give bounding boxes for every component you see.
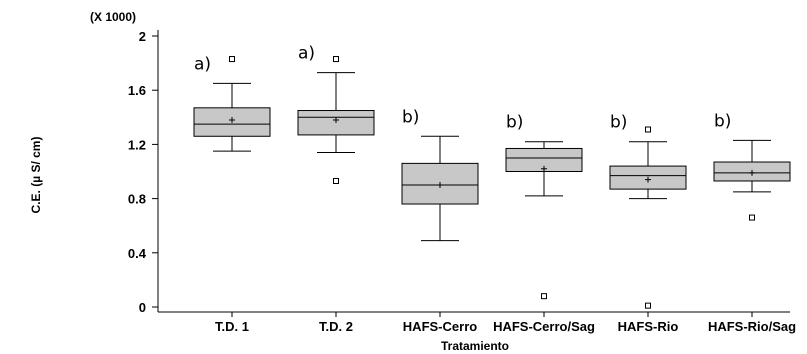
box-group: b) bbox=[713, 111, 791, 221]
box-group: b) bbox=[609, 113, 687, 309]
group-letter: b) bbox=[714, 111, 731, 131]
y-tick-label: 1.2 bbox=[128, 137, 146, 152]
category-label: HAFS-Rio bbox=[618, 319, 679, 334]
outlier-point bbox=[645, 302, 651, 309]
group-letter: b) bbox=[610, 113, 627, 133]
box-group: a) bbox=[297, 44, 375, 184]
y-axis-title: C.E. (µ S/ cm) bbox=[29, 137, 43, 214]
category-label: T.D. 2 bbox=[319, 319, 353, 334]
category-label: HAFS-Cerro bbox=[403, 319, 477, 334]
y-tick-label: 1.6 bbox=[128, 83, 146, 98]
boxes: a) a) b) b) b) b) bbox=[193, 44, 791, 309]
y-tick-label: 0.8 bbox=[128, 192, 146, 207]
scale-note: (X 1000) bbox=[90, 10, 136, 24]
box-group: a) bbox=[193, 54, 271, 152]
y-tick-label: 2 bbox=[139, 29, 146, 44]
category-label: HAFS-Cerro/Sag bbox=[493, 319, 595, 334]
group-letter: b) bbox=[402, 107, 419, 127]
category-label: HAFS-Rio/Sag bbox=[708, 319, 796, 334]
outlier-point bbox=[229, 56, 235, 63]
outlier-point bbox=[333, 177, 339, 184]
outlier-point bbox=[541, 293, 547, 300]
outlier-point bbox=[333, 56, 339, 63]
group-letter: a) bbox=[194, 54, 211, 74]
category-label: T.D. 1 bbox=[215, 319, 249, 334]
group-letter: a) bbox=[298, 44, 315, 64]
y-ticks: 0 0.4 0.8 1.2 1.6 2 bbox=[128, 29, 158, 315]
y-tick-label: 0 bbox=[139, 300, 146, 315]
box-group: b) bbox=[505, 113, 583, 300]
outlier-point bbox=[749, 214, 755, 221]
outlier-point bbox=[645, 126, 651, 133]
box-group: b) bbox=[401, 107, 479, 242]
group-letter: b) bbox=[506, 113, 523, 133]
x-axis-title: Tratamiento bbox=[441, 339, 509, 353]
y-tick-label: 0.4 bbox=[128, 246, 147, 261]
x-ticks: T.D. 1 T.D. 2 HAFS-Cerro HAFS-Cerro/Sag HAFS… bbox=[215, 312, 796, 334]
